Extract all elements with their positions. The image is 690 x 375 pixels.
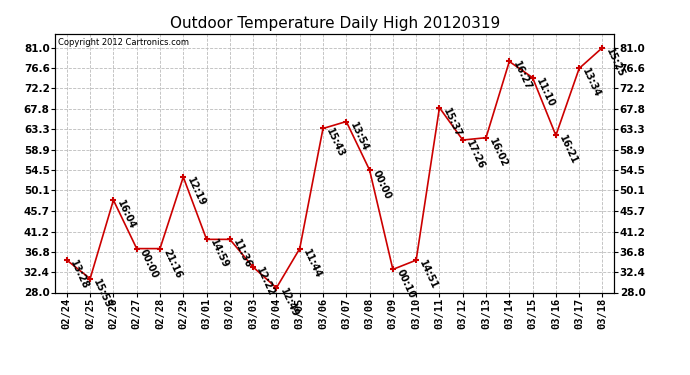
Title: Outdoor Temperature Daily High 20120319: Outdoor Temperature Daily High 20120319 xyxy=(170,16,500,31)
Text: 13:54: 13:54 xyxy=(348,120,370,153)
Text: 11:10: 11:10 xyxy=(534,76,556,109)
Text: 12:19: 12:19 xyxy=(185,176,207,208)
Text: 00:00: 00:00 xyxy=(138,247,160,279)
Text: 16:04: 16:04 xyxy=(115,199,137,231)
Text: Copyright 2012 Cartronics.com: Copyright 2012 Cartronics.com xyxy=(58,38,189,46)
Text: 15:25: 15:25 xyxy=(604,46,626,78)
Text: 12:22: 12:22 xyxy=(255,266,277,298)
Text: 12:49: 12:49 xyxy=(278,286,300,319)
Text: 21:16: 21:16 xyxy=(161,247,184,279)
Text: 15:43: 15:43 xyxy=(324,127,346,159)
Text: 16:21: 16:21 xyxy=(558,134,580,166)
Text: 13:34: 13:34 xyxy=(580,67,603,99)
Text: 16:27: 16:27 xyxy=(511,60,533,92)
Text: 00:10: 00:10 xyxy=(394,268,417,300)
Text: 15:37: 15:37 xyxy=(441,106,463,139)
Text: 14:59: 14:59 xyxy=(208,238,230,270)
Text: 15:55: 15:55 xyxy=(92,277,114,310)
Text: 11:44: 11:44 xyxy=(301,247,324,279)
Text: 11:36: 11:36 xyxy=(231,238,253,270)
Text: 17:26: 17:26 xyxy=(464,139,486,171)
Text: 00:00: 00:00 xyxy=(371,169,393,201)
Text: 14:51: 14:51 xyxy=(417,259,440,291)
Text: 13:28: 13:28 xyxy=(68,259,90,291)
Text: 16:02: 16:02 xyxy=(487,136,510,169)
